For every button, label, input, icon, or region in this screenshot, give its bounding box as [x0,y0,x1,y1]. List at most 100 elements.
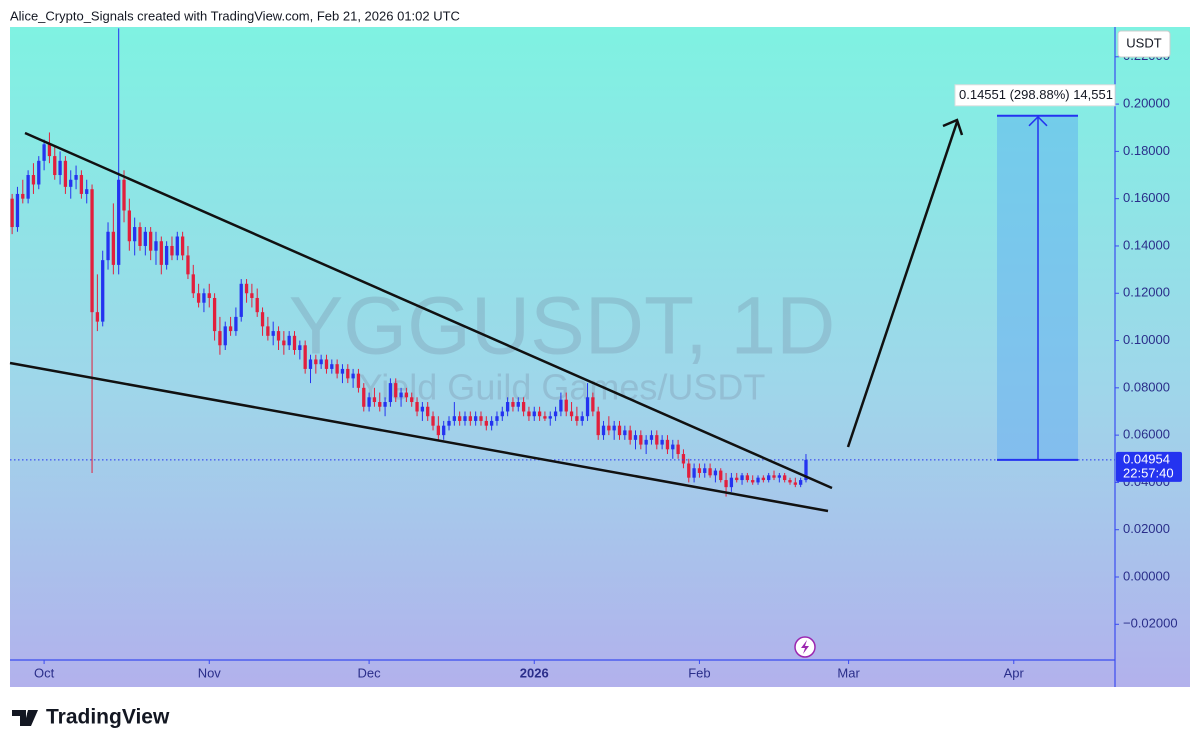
candle-body [90,189,94,313]
candle-body [793,482,797,485]
candle-body [378,402,382,407]
candle-body [516,402,520,407]
candle-body [415,402,419,412]
candle-body [569,411,574,417]
candle-body [548,416,552,419]
candle-body [53,156,57,176]
candle-body [228,326,233,332]
candle-body [474,416,478,421]
candle-body [617,425,622,436]
candle-body [729,477,734,488]
candle-body [553,411,558,417]
candle-body [521,402,526,412]
candle-body [804,459,808,481]
candle-body [367,397,371,407]
candle-body [186,255,190,275]
flash-icon[interactable] [794,636,816,658]
candle-body [644,439,648,445]
candle-body [426,406,430,417]
candle-body [532,411,536,417]
candle-body [282,340,286,346]
candle-body [399,392,403,398]
logo-text: TradingView [46,706,170,729]
candle-body [468,416,472,421]
candle-body [463,416,467,421]
candle-body [564,399,568,412]
x-tick-label: 2026 [520,665,549,680]
candle-body [410,397,414,403]
candle-body [37,160,41,185]
y-tick-label: 0.08000 [1123,379,1170,394]
currency-bg[interactable] [1117,30,1171,58]
candle-body [649,435,654,440]
candle-body [111,231,116,265]
candle-body [127,210,131,242]
candle-body [777,475,781,478]
candle-body [708,468,712,476]
candle-body [671,444,675,450]
candle-body [452,416,456,421]
currency-box[interactable]: USDT [1117,30,1171,58]
candle-body [724,480,728,488]
candle-body [85,189,89,194]
candle-body [591,397,595,412]
candle-body [543,416,547,419]
candle-body [479,416,483,421]
arrow [846,118,964,448]
candle-body [458,416,462,421]
candle-body [756,477,760,483]
candle-body [10,198,14,228]
flash-bolt[interactable] [801,640,809,654]
candle-body [255,297,259,313]
candle-body [292,335,297,351]
candle-body [607,425,611,431]
y-tick-label: −0.02000 [1123,616,1178,631]
candle-body [719,470,723,481]
candle-body [106,231,110,261]
x-tick-label: Dec [358,665,382,680]
candle-body [511,402,515,407]
candle-body [346,368,350,379]
candle-body [612,425,616,431]
candle-body [330,364,334,369]
candle-body [783,475,787,481]
currency-label[interactable]: USDT [1126,35,1161,50]
candle-body [74,175,78,180]
y-tick-label: 0.20000 [1123,96,1170,111]
candle-body [218,331,222,346]
candle-body [260,312,265,327]
last-price-box [1116,451,1182,482]
candle-body [703,468,707,473]
candle-body [133,227,137,242]
candle-body [308,359,313,369]
candle-body [394,383,398,398]
candle-body [63,160,68,187]
candle-body [495,416,499,421]
candle-body [692,468,696,478]
candle-body [751,480,755,483]
candle-body [143,231,147,246]
candle-body [298,345,302,351]
candle-body [713,470,718,476]
candle-body [26,175,30,199]
watermark-symbol: YGGUSDT, 1D [289,281,836,372]
candle-body [681,454,686,464]
y-tick-label: 0.12000 [1123,285,1170,300]
candle-body [223,326,227,346]
candle-body [639,435,643,445]
candle-body [559,399,563,412]
candle-body [31,175,36,185]
candle-body [655,435,659,445]
candle-body [15,193,20,228]
candle-body [180,236,185,256]
y-tick-label: 0.14000 [1123,237,1170,252]
candle-body [239,283,243,317]
candle-body [212,297,217,332]
candle-body [250,293,254,298]
candle-body [585,397,590,417]
countdown-label: 22:57:40 [1123,465,1174,480]
candle-body [319,359,323,365]
x-tick-label: Apr [1004,665,1025,680]
candle-body [276,331,281,341]
